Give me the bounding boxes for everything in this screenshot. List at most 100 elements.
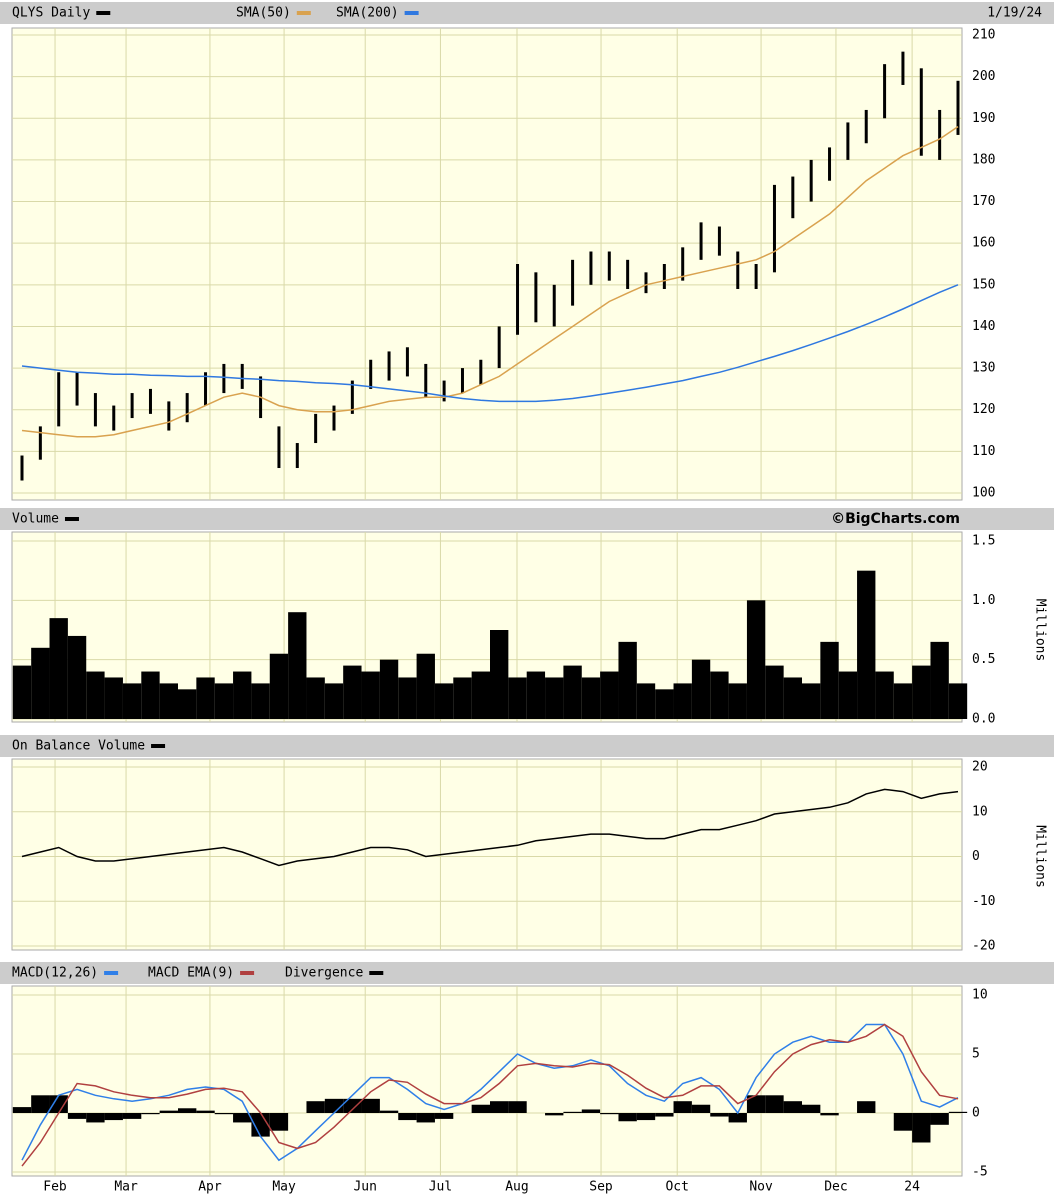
bar bbox=[122, 683, 142, 719]
legend-label: Volume bbox=[12, 512, 59, 527]
bar bbox=[691, 659, 711, 719]
y-tick-label: -10 bbox=[972, 894, 995, 909]
price-bar bbox=[112, 405, 116, 431]
bar bbox=[251, 683, 270, 719]
bar bbox=[361, 671, 380, 719]
bar bbox=[893, 1113, 913, 1131]
bar bbox=[893, 683, 913, 719]
bar bbox=[820, 641, 839, 719]
y-axis-label: Millions bbox=[1033, 825, 1048, 888]
x-tick-label: Aug bbox=[505, 1180, 528, 1195]
price-bar bbox=[240, 363, 244, 389]
bar bbox=[251, 1113, 270, 1137]
bar bbox=[49, 1095, 68, 1113]
legend-swatch bbox=[240, 971, 255, 975]
legend-label: Divergence bbox=[285, 966, 363, 981]
bar bbox=[416, 1113, 435, 1123]
bar bbox=[233, 671, 252, 719]
price-bar bbox=[460, 368, 464, 394]
bar bbox=[490, 630, 509, 719]
bar bbox=[820, 1113, 839, 1116]
bar bbox=[416, 653, 435, 719]
x-tick-label: 24 bbox=[904, 1180, 920, 1195]
x-tick-label: Jul bbox=[429, 1180, 452, 1195]
legend-swatch bbox=[369, 971, 384, 975]
y-tick-label: 180 bbox=[972, 152, 995, 167]
bar bbox=[159, 683, 178, 719]
y-tick-label: 0 bbox=[972, 849, 980, 864]
bar bbox=[398, 677, 417, 719]
price-bar bbox=[717, 226, 721, 256]
bar bbox=[563, 665, 582, 719]
legend-label: SMA(50) bbox=[236, 6, 291, 21]
bar bbox=[453, 677, 472, 719]
panel-header bbox=[0, 2, 1054, 24]
bar bbox=[141, 1113, 160, 1115]
bar bbox=[563, 1111, 582, 1113]
bar bbox=[930, 641, 949, 719]
bar bbox=[728, 1113, 747, 1123]
y-tick-label: 1.5 bbox=[972, 534, 995, 549]
legend-swatch bbox=[96, 11, 111, 15]
y-tick-label: 170 bbox=[972, 194, 995, 209]
bar bbox=[141, 671, 160, 719]
legend-label: On Balance Volume bbox=[12, 739, 145, 754]
y-tick-label: -5 bbox=[972, 1165, 988, 1180]
y-tick-label: 130 bbox=[972, 361, 995, 376]
price-bar bbox=[167, 401, 171, 431]
price-bar bbox=[516, 264, 520, 335]
bar bbox=[710, 671, 729, 719]
bar bbox=[765, 1095, 784, 1113]
price-bar bbox=[497, 326, 501, 369]
line bbox=[21, 1023, 959, 1162]
y-tick-label: 10 bbox=[972, 988, 988, 1003]
price-bar bbox=[772, 184, 776, 273]
legend-label: SMA(200) bbox=[336, 6, 399, 21]
bar bbox=[471, 1104, 490, 1113]
x-tick-label: Oct bbox=[665, 1180, 688, 1195]
bar bbox=[655, 1113, 674, 1117]
price-bar bbox=[919, 68, 923, 156]
x-tick-label: Sep bbox=[589, 1180, 613, 1195]
price-bar bbox=[828, 147, 832, 181]
bar bbox=[802, 1104, 821, 1113]
bar bbox=[398, 1113, 417, 1121]
y-tick-label: 150 bbox=[972, 277, 995, 292]
price-bar bbox=[442, 380, 446, 402]
bar bbox=[545, 677, 564, 719]
bar bbox=[434, 683, 454, 719]
y-tick-label: 210 bbox=[972, 28, 995, 43]
bar bbox=[434, 1113, 454, 1119]
bar bbox=[857, 570, 876, 719]
legend-swatch bbox=[104, 971, 119, 975]
y-axis-label: Millions bbox=[1033, 599, 1048, 662]
bar bbox=[783, 677, 802, 719]
price-bar bbox=[479, 359, 483, 385]
bar bbox=[67, 1113, 87, 1119]
bar bbox=[12, 665, 32, 719]
legend-label: QLYS Daily bbox=[12, 6, 90, 21]
x-tick-label: Feb bbox=[43, 1180, 67, 1195]
bar bbox=[673, 683, 692, 719]
price-bar bbox=[387, 351, 391, 381]
bar bbox=[765, 665, 784, 719]
bar bbox=[196, 1110, 215, 1113]
bar bbox=[783, 1101, 802, 1113]
price-bar bbox=[846, 122, 850, 160]
y-tick-label: 120 bbox=[972, 402, 995, 417]
bar bbox=[618, 1113, 637, 1122]
price-bar bbox=[130, 393, 134, 419]
bar bbox=[673, 1101, 692, 1113]
x-tick-label: Nov bbox=[749, 1180, 773, 1195]
price-bar bbox=[699, 222, 703, 260]
x-tick-label: Mar bbox=[114, 1180, 138, 1195]
price-bar bbox=[38, 426, 42, 460]
y-tick-label: 100 bbox=[972, 486, 995, 501]
price-bar bbox=[57, 372, 61, 427]
price-bar bbox=[405, 347, 409, 377]
price-bar bbox=[552, 284, 556, 327]
price-bar bbox=[938, 109, 942, 160]
x-tick-label: Apr bbox=[198, 1180, 222, 1195]
